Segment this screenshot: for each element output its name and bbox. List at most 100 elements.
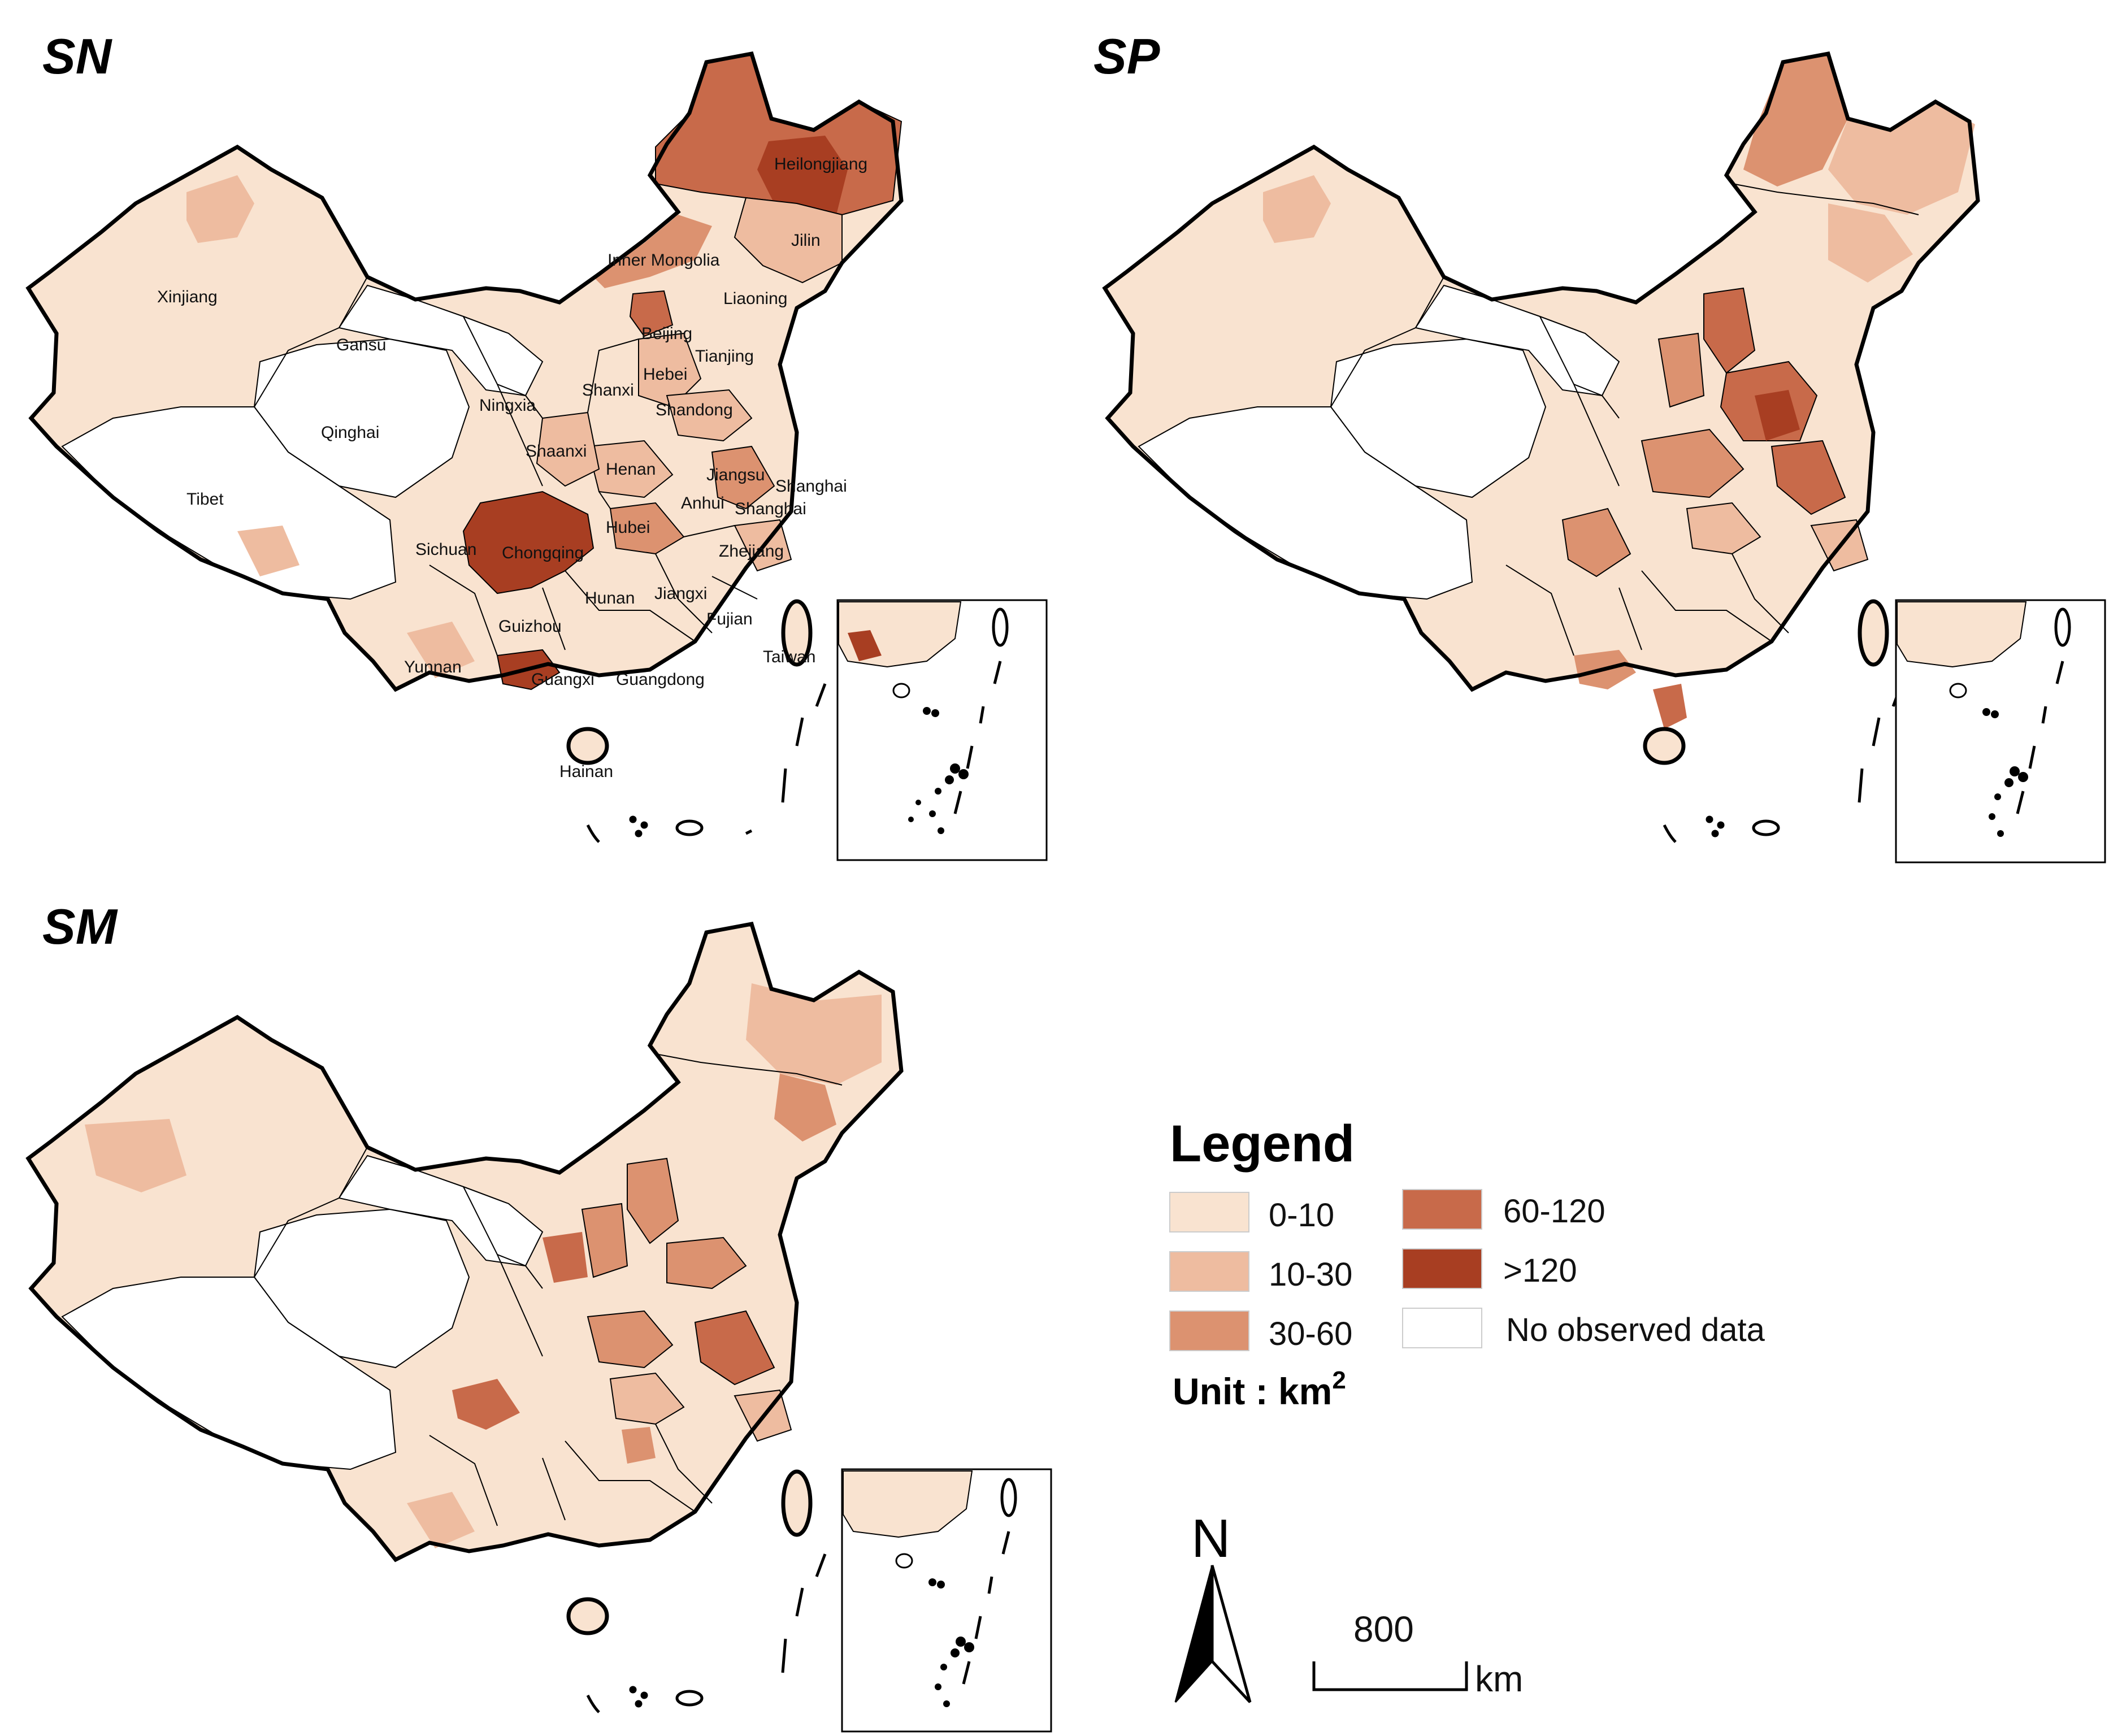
sp-region-shanxi [1657,332,1705,408]
label-fujian: Fujian [706,610,753,628]
sm-region-hebei [627,1157,679,1244]
sp-region-heilongjiang-east [1828,102,1975,215]
legend: Legend 0-10 10-30 30-60 60-120 >120 No o… [1169,1115,1765,1412]
sp-region-heilongjiang-west [1743,54,1848,186]
legend-item-0: 0-10 [1169,1192,1334,1234]
label-taiwan: Taiwan [763,648,815,666]
legend-label-2: 30-60 [1269,1316,1352,1352]
sn-region-tibet [61,406,397,600]
legend-swatch-4 [1402,1248,1482,1289]
north-arrow-dark-icon [1174,1565,1213,1703]
sn-province-labels: Heilongjiang Jilin Inner Mongolia Liaoni… [157,155,867,781]
sp-region-hebei [1703,287,1756,374]
sn-region-hubei [609,502,685,555]
panel-title-sp: SP [1093,28,1160,84]
label-sichuan: Sichuan [415,540,476,559]
label-ningxia: Ningxia [479,396,536,415]
sm-region-hubei [609,1372,685,1425]
label-hubei: Hubei [606,518,650,537]
legend-swatch-0 [1169,1192,1249,1232]
sp-region-xinjiang-north [1263,175,1331,243]
scale-bar: 800 km [1312,1609,1523,1699]
sn-region-jiangsu [711,445,775,510]
sm-inset-map [841,1468,1052,1733]
label-inner-mongolia: Inner Mongolia [607,251,720,270]
north-arrow: N [1174,1508,1252,1703]
label-liaoning: Liaoning [723,289,787,308]
panel-sn: Heilongjiang Jilin Inner Mongolia Liaoni… [28,28,1048,861]
sn-region-xinjiang-north [186,175,254,243]
panel-sp: SP [1093,28,2106,863]
label-shanghai: Shanghai [775,477,847,496]
sn-region-hebei [638,332,702,408]
label-jilin: Jilin [791,231,821,250]
sm-region-hunan-spot [622,1427,656,1464]
sn-region-sichuan-chongqing [462,491,594,594]
label-shaanxi: Shaanxi [526,442,587,461]
sm-region-yunnan-south [407,1492,475,1548]
sn-region-shaanxi [536,411,600,487]
legend-unit: Unit : km2 [1173,1366,1346,1412]
sp-region-hubei [1686,502,1761,555]
sm-south-sea-islands [586,1553,827,1713]
legend-swatch-1 [1169,1251,1249,1292]
sm-choropleth [28,924,901,1713]
sn-region-shandong [666,389,753,442]
label-qinghai: Qinghai [321,423,379,442]
legend-unit-superscript: 2 [1332,1366,1346,1394]
legend-label-4: >120 [1503,1252,1577,1289]
label-beijing: Beijing [641,324,692,343]
legend-swatch-2 [1169,1310,1249,1351]
label-tianjing: Tianjing [695,347,754,366]
legend-label-5: No observed data [1506,1312,1765,1348]
sn-region-jilin [734,197,843,284]
sp-region-jilin [1828,203,1913,283]
sm-region-heilongjiang-east [746,983,882,1085]
sm-region-shaanxi-north [543,1232,588,1283]
legend-title: Legend [1170,1115,1355,1173]
sn-region-beijing [629,290,674,337]
legend-label-3: 60-120 [1503,1193,1605,1230]
legend-swatch-5 [1402,1308,1482,1348]
sp-region-sichuan-east [1561,507,1631,578]
sp-region-shandong-core [1755,390,1800,441]
label-guangdong: Guangdong [616,670,705,689]
panel-title-sn: SN [42,28,113,84]
legend-item-2: 30-60 [1169,1310,1352,1352]
sp-south-sea-islands [1663,683,1903,843]
label-tibet: Tibet [186,490,224,509]
label-hunan: Hunan [585,589,635,607]
label-jiangsu: Jiangsu [706,466,765,484]
label-shanxi: Shanxi [582,381,634,400]
sm-region-jilin [774,1074,836,1142]
legend-unit-prefix: Unit : km [1173,1370,1332,1412]
north-label: N [1191,1508,1230,1569]
scale-line [1312,1661,1468,1691]
label-yunnan: Yunnan [404,658,462,676]
legend-item-5: No observed data [1402,1308,1765,1348]
sp-region-jiangsu [1770,440,1846,515]
sm-region-sichuan-center [452,1379,520,1430]
label-guangxi: Guangxi [531,670,594,689]
label-zhejiang: Zhejiang [719,542,784,561]
legend-label-0: 0-10 [1269,1197,1334,1234]
sn-region-henan [587,440,674,498]
label-hainan: Hainan [559,762,613,781]
legend-label-1: 10-30 [1269,1256,1352,1293]
sp-region-tibet [1138,406,1473,600]
sn-region-inner-mongolia-east [593,215,712,288]
sm-region-shanxi [581,1203,628,1278]
sm-region-xinjiang-west [85,1119,186,1192]
sn-choropleth [28,54,901,843]
label-gansu: Gansu [336,336,386,354]
north-arrow-light-icon [1210,1565,1252,1703]
scale-unit: km [1475,1659,1523,1699]
legend-item-4: >120 [1402,1248,1577,1289]
sm-region-jiangsu [694,1310,775,1386]
sn-region-tibet-south [237,526,300,576]
sn-inset-map [836,599,1048,861]
sp-region-henan [1641,428,1745,498]
sm-region-shandong [666,1236,747,1290]
legend-swatch-3 [1402,1189,1482,1230]
